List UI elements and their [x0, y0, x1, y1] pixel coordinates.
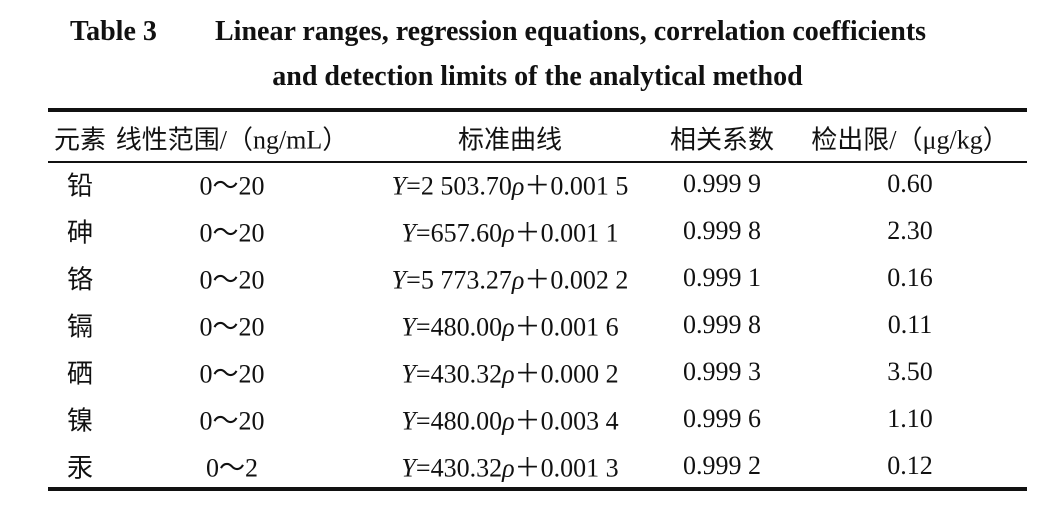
- table-cell: 0.999 3: [683, 357, 761, 386]
- table-cell: 镍: [66, 406, 94, 436]
- table-cell: 铅: [66, 171, 94, 201]
- table-cell: 1.10: [887, 404, 933, 433]
- table-cell: 0～20: [199, 218, 265, 248]
- table-cell: 0.999 1: [683, 263, 761, 292]
- bottom-rule: [48, 487, 1027, 491]
- table-cell: 砷: [66, 218, 94, 248]
- caption-line: and detection limits of the analytical m…: [272, 61, 803, 92]
- table-cell: Y=5 773.27ρ＋0.002 2: [391, 265, 629, 295]
- table-cell: Y=2 503.70ρ＋0.001 5: [391, 171, 629, 201]
- header-rule: [48, 161, 1027, 163]
- table-cell: 2.30: [887, 216, 933, 245]
- table-cell: 0.999 6: [683, 404, 761, 433]
- table-cell: Y=430.32ρ＋0.000 2: [401, 359, 619, 389]
- header-cell: 元素: [53, 125, 107, 155]
- header-cell: 检出限/（μg/kg）: [811, 125, 1009, 155]
- table-label: Table 3: [70, 16, 157, 47]
- caption-line: Linear ranges, regression equations, cor…: [215, 16, 927, 47]
- table-cell: 0～20: [199, 312, 265, 342]
- table-cell: 0.999 9: [683, 169, 761, 198]
- table-cell: 0～20: [199, 265, 265, 295]
- table-cell: 0～2: [205, 453, 259, 483]
- table-cell: 0.999 8: [683, 310, 761, 339]
- table-cell: 镉: [66, 312, 94, 342]
- table-cell: Y=430.32ρ＋0.001 3: [401, 453, 619, 483]
- header-cell: 标准曲线: [457, 125, 563, 155]
- table-cell: 硒: [66, 359, 94, 389]
- table-cell: 0.60: [887, 169, 933, 198]
- table-cell: 0.16: [887, 263, 933, 292]
- table-cell: 0.999 2: [683, 451, 761, 480]
- table-cell: Y=657.60ρ＋0.001 1: [401, 218, 619, 248]
- table-cell: 0～20: [199, 406, 265, 436]
- table-cell: 0.999 8: [683, 216, 761, 245]
- table-cell: 0.11: [887, 310, 933, 339]
- table-cell: Y=480.00ρ＋0.001 6: [401, 312, 619, 342]
- table-cell: 0～20: [199, 171, 265, 201]
- table-cell: 汞: [66, 453, 94, 483]
- table-cell: 0～20: [199, 359, 265, 389]
- header-cell: 线性范围/（ng/mL）: [115, 125, 349, 155]
- table-cell: 3.50: [887, 357, 933, 386]
- table-cell: 0.12: [887, 451, 933, 480]
- header-cell: 相关系数: [669, 125, 775, 155]
- top-rule: [48, 108, 1027, 112]
- table-cell: Y=480.00ρ＋0.003 4: [401, 406, 619, 436]
- table-cell: 铬: [66, 265, 94, 295]
